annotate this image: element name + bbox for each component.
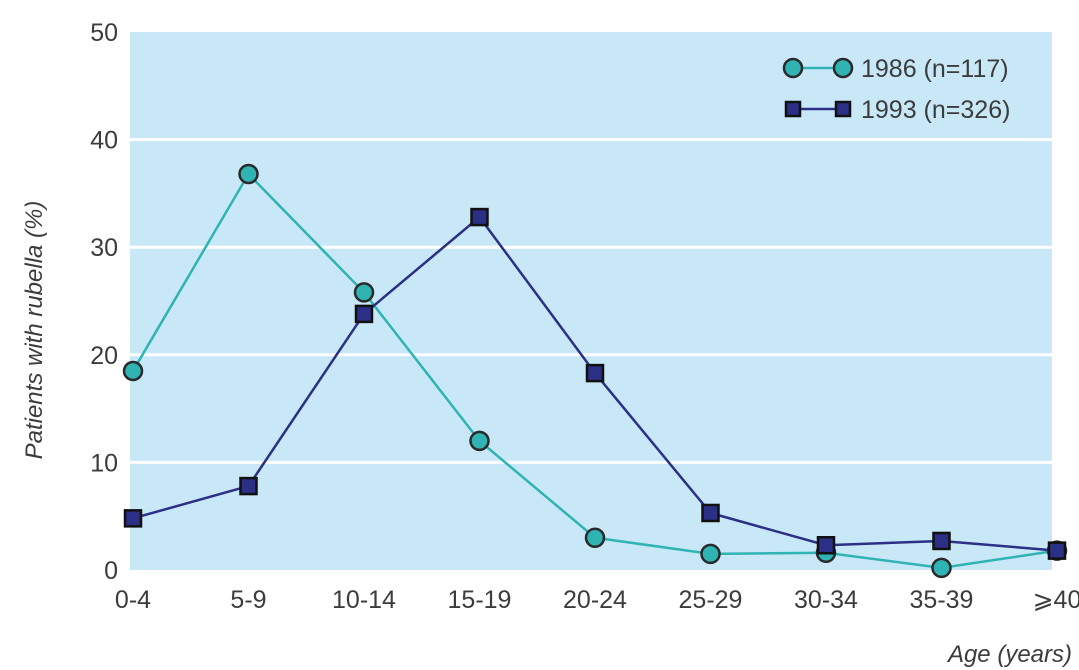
x-axis-label: Age (years) <box>946 641 1072 668</box>
data-point <box>700 543 721 565</box>
data-point <box>354 304 374 324</box>
y-tick-label: 10 <box>90 449 118 477</box>
legend-label: 1986 (n=117) <box>861 55 1009 83</box>
legend-marker <box>834 100 852 118</box>
legend-marker <box>784 100 802 118</box>
data-point <box>584 527 606 548</box>
y-tick-label: 40 <box>90 127 118 155</box>
data-point <box>469 430 490 452</box>
y-tick-label: 30 <box>90 234 118 262</box>
x-tick-label: 5-9 <box>230 586 266 614</box>
plot-background <box>130 32 1052 570</box>
series-1 <box>122 163 1068 579</box>
legend-marker <box>832 57 854 79</box>
x-axis-ticks: 0-4 5-9 10-14 15-19 20-24 25-29 30-34 35-39 ⩾40 <box>115 586 1079 614</box>
x-tick-label: 25-29 <box>679 586 743 614</box>
x-tick-label: ⩾40 <box>1033 586 1079 614</box>
y-tick-label: 0 <box>104 557 118 585</box>
x-tick-label: 15-19 <box>448 586 512 614</box>
data-point <box>353 282 375 303</box>
legend-label: 1993 (n=326) <box>861 96 1010 124</box>
legend-item: 1993 (n=326) <box>784 96 1010 124</box>
series-layer <box>122 163 1068 579</box>
x-tick-label: 30-34 <box>794 586 858 614</box>
data-point <box>238 163 259 185</box>
data-point <box>122 360 144 382</box>
data-point <box>931 557 952 579</box>
data-point <box>123 509 143 528</box>
x-tick-label: 35-39 <box>910 586 974 614</box>
data-point <box>585 363 605 383</box>
legend-item: 1986 (n=117) <box>782 55 1009 83</box>
data-point <box>816 536 836 555</box>
x-tick-label: 0-4 <box>115 586 151 614</box>
data-point <box>470 207 489 227</box>
data-point <box>1047 541 1067 560</box>
series-2 <box>123 207 1067 560</box>
y-axis-ticks: 0 10 20 30 40 50 <box>90 19 118 585</box>
data-point <box>239 476 258 496</box>
y-axis-label: Patients with rubella (%) <box>21 201 48 460</box>
x-tick-label: 20-24 <box>563 586 627 614</box>
data-point <box>932 531 951 551</box>
legend-marker <box>782 57 804 79</box>
gridlines <box>130 138 1052 464</box>
x-tick-label: 10-14 <box>332 586 396 614</box>
data-point <box>701 503 720 523</box>
y-tick-label: 20 <box>90 342 118 370</box>
y-tick-label: 50 <box>90 19 118 47</box>
legend: 1986 (n=117) 1993 (n=326) <box>782 55 1010 124</box>
